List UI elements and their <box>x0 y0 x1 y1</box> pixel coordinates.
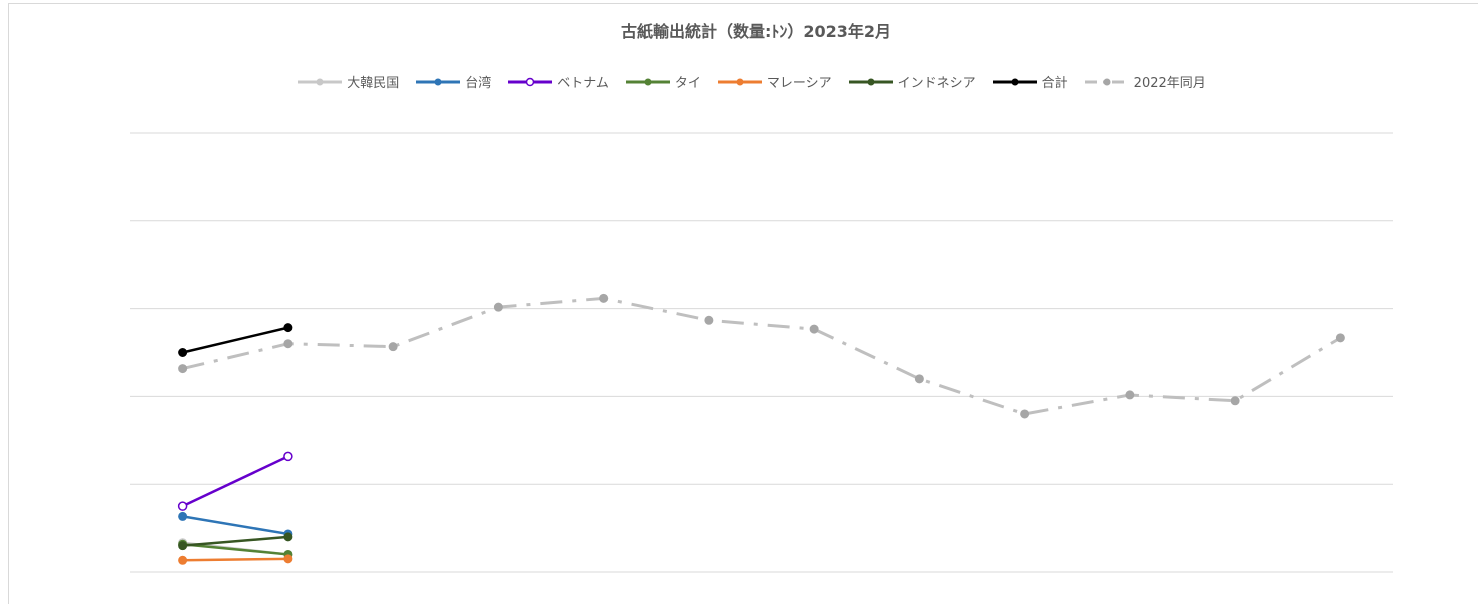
data-point <box>178 541 188 551</box>
legend-label: 大韓民国 <box>347 76 400 91</box>
legend-label: インドネシア <box>897 76 976 91</box>
series-line-合計 <box>182 326 289 354</box>
series-line-マレーシア <box>182 557 288 562</box>
legend-item-インドネシア: インドネシア <box>848 72 976 91</box>
data-point <box>704 315 714 325</box>
legend-item-2022年同月: 2022年同月 <box>1084 72 1206 91</box>
legend-label: ベトナム <box>557 76 609 91</box>
series-台湾 <box>178 511 293 539</box>
legend-item-台湾: 台湾 <box>415 72 491 91</box>
legend-swatch <box>717 78 762 85</box>
series-line-台湾 <box>182 515 289 536</box>
legend-item-ベトナム: ベトナム <box>507 72 609 91</box>
legend: 大韓民国 台湾 ベトナム タイ マレーシア インドネシア 合計 2022年同月 <box>0 72 1480 91</box>
legend-label: マレーシア <box>766 76 832 91</box>
legend-swatch <box>625 78 670 85</box>
data-point <box>283 532 293 542</box>
data-point <box>1020 409 1030 419</box>
series-line-ベトナム <box>182 455 289 508</box>
data-point <box>178 555 188 565</box>
data-point <box>599 293 609 303</box>
legend-item-大韓民国: 大韓民国 <box>297 72 399 91</box>
legend-label: 台湾 <box>465 76 492 91</box>
data-point <box>809 324 819 334</box>
series-マレーシア <box>178 554 293 565</box>
data-point <box>177 501 188 511</box>
legend-item-マレーシア: マレーシア <box>717 72 832 91</box>
data-point <box>283 451 293 462</box>
data-point <box>1125 390 1135 400</box>
data-point <box>1230 396 1240 406</box>
series-line-インドネシア <box>182 535 288 547</box>
data-point <box>283 323 293 333</box>
data-point <box>178 348 188 357</box>
legend-swatch <box>416 78 461 85</box>
legend-label: 2022年同月 <box>1133 76 1206 91</box>
series-インドネシア <box>178 532 293 551</box>
legend-swatch <box>992 78 1037 85</box>
data-point <box>283 339 293 349</box>
series-合計 <box>178 323 293 357</box>
data-point <box>178 511 188 521</box>
legend-label: 合計 <box>1041 76 1068 91</box>
data-point <box>914 374 924 384</box>
data-point <box>283 554 293 564</box>
data-point <box>1335 333 1345 343</box>
series-ベトナム <box>177 451 293 511</box>
legend-label: タイ <box>674 76 701 91</box>
legend-item-タイ: タイ <box>625 72 701 91</box>
legend-swatch <box>848 78 893 85</box>
series-line-タイ <box>182 542 288 556</box>
series-line-2022年同月 <box>182 296 1342 416</box>
series-2022年同月 <box>178 293 1345 419</box>
legend-swatch <box>1084 78 1129 85</box>
data-point <box>493 302 503 312</box>
chart-frame <box>8 3 1478 604</box>
legend-swatch <box>508 77 553 86</box>
data-point <box>178 364 188 374</box>
legend-item-合計: 合計 <box>992 72 1068 91</box>
data-point <box>388 342 398 352</box>
chart-title: 古紙輸出統計（数量:ﾄﾝ）2023年2月 <box>620 22 892 41</box>
legend-swatch <box>298 78 343 85</box>
